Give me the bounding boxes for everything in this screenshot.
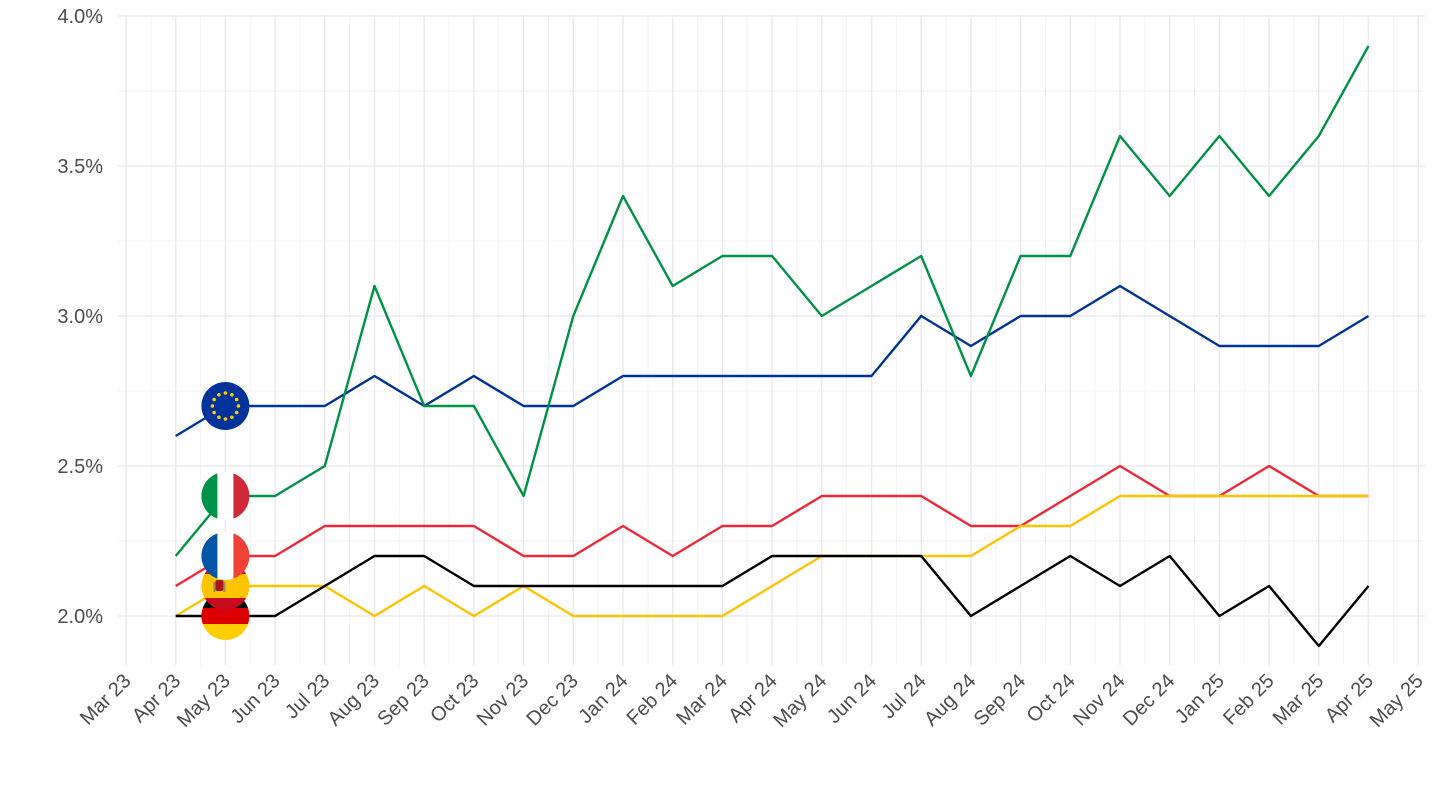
x-tick-label: Oct 24 bbox=[1023, 670, 1080, 727]
flag-markers bbox=[201, 382, 250, 640]
series-lines bbox=[174, 45, 1370, 648]
x-tick-label: Oct 23 bbox=[426, 670, 483, 727]
y-tick-label: 4.0% bbox=[57, 6, 103, 28]
x-tick-label: Feb 25 bbox=[1219, 670, 1279, 730]
series-line-italy bbox=[174, 45, 1370, 557]
eu-flag bbox=[201, 382, 250, 430]
x-tick-label: Jan 24 bbox=[575, 670, 633, 728]
x-tick-label: Aug 24 bbox=[920, 670, 980, 730]
y-tick-label: 2.0% bbox=[57, 606, 103, 628]
x-tick-label: Mar 24 bbox=[672, 670, 732, 730]
x-tick-label: Jun 24 bbox=[823, 670, 881, 728]
x-tick-label: Sep 24 bbox=[970, 670, 1030, 730]
x-tick-label: Jun 23 bbox=[227, 670, 285, 728]
x-tick-label: Feb 24 bbox=[623, 670, 683, 730]
x-tick-label: Mar 23 bbox=[76, 670, 136, 730]
x-tick-label: Nov 24 bbox=[1069, 670, 1129, 730]
x-tick-label: May 23 bbox=[173, 670, 235, 732]
x-tick-label: Dec 24 bbox=[1119, 670, 1179, 730]
france-flag bbox=[201, 532, 250, 580]
gridlines bbox=[118, 15, 1425, 665]
y-tick-label: 3.0% bbox=[57, 306, 103, 328]
x-tick-label: Dec 23 bbox=[522, 670, 582, 730]
x-tick-label: Nov 23 bbox=[473, 670, 533, 730]
y-tick-label: 3.5% bbox=[57, 156, 103, 178]
y-tick-label: 2.5% bbox=[57, 456, 103, 478]
italy-flag bbox=[201, 472, 250, 520]
x-tick-label: May 25 bbox=[1366, 670, 1428, 732]
x-tick-label: Sep 23 bbox=[373, 670, 433, 730]
series-line-spain bbox=[175, 494, 1369, 618]
x-tick-label: Mar 25 bbox=[1269, 670, 1329, 730]
series-line-eu bbox=[175, 284, 1370, 438]
x-tick-label: May 24 bbox=[769, 670, 831, 732]
series-line-germany bbox=[175, 554, 1370, 648]
x-tick-label: Aug 23 bbox=[324, 670, 384, 730]
x-tick-label: Jan 25 bbox=[1171, 670, 1229, 728]
